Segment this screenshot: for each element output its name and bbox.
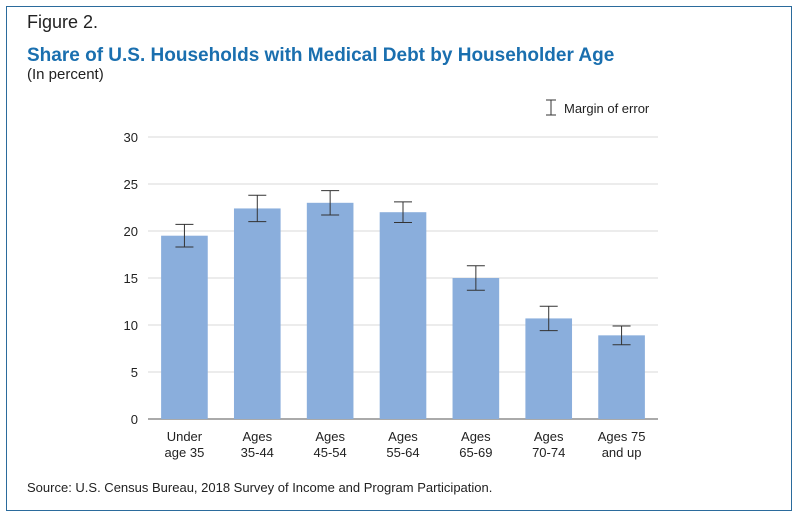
bar <box>161 235 208 419</box>
y-tick-label: 5 <box>131 365 138 380</box>
bar <box>379 212 427 419</box>
x-tick-label: 35-44 <box>241 445 274 460</box>
y-tick-label: 20 <box>124 224 138 239</box>
bar <box>525 318 573 419</box>
x-tick-label: Ages <box>315 429 345 444</box>
legend: Margin of error <box>546 99 650 116</box>
x-tick-label: 70-74 <box>532 445 565 460</box>
x-tick-label: Ages 75 <box>598 429 646 444</box>
y-tick-label: 30 <box>124 130 138 145</box>
chart-subtitle: (In percent) <box>27 66 104 83</box>
bar <box>233 208 281 419</box>
y-tick-label: 0 <box>131 412 138 427</box>
bar <box>598 335 645 419</box>
chart-title: Share of U.S. Households with Medical De… <box>27 45 615 66</box>
x-tick-label: age 35 <box>165 445 205 460</box>
x-tick-label: and up <box>602 445 642 460</box>
source-note: Source: U.S. Census Bureau, 2018 Survey … <box>27 480 493 495</box>
bar <box>452 278 500 419</box>
legend-label: Margin of error <box>564 101 650 116</box>
bar <box>306 202 354 419</box>
x-tick-label: 45-54 <box>314 445 347 460</box>
x-tick-label: Ages <box>388 429 418 444</box>
y-tick-label: 10 <box>124 318 138 333</box>
x-tick-label: Ages <box>461 429 491 444</box>
bars <box>161 190 645 419</box>
figure-label: Figure 2. <box>27 12 99 32</box>
x-tick-label: Ages <box>242 429 272 444</box>
x-tick-label: Under <box>167 429 203 444</box>
y-tick-label: 25 <box>124 177 138 192</box>
y-tick-label: 15 <box>124 271 138 286</box>
x-tick-label: 65-69 <box>459 445 492 460</box>
y-axis: 0 5 10 15 20 25 30 <box>124 130 658 427</box>
x-tick-label: 55-64 <box>386 445 419 460</box>
x-tick-label: Ages <box>534 429 564 444</box>
